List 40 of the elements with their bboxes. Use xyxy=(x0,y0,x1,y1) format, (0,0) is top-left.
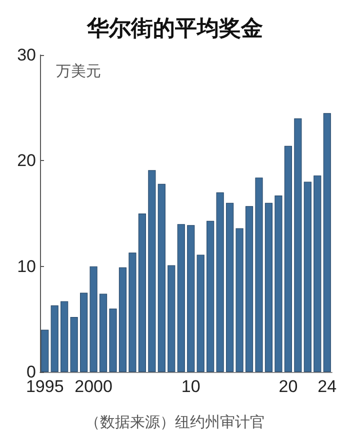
bar xyxy=(109,308,117,372)
bar xyxy=(294,118,302,372)
bar xyxy=(245,206,254,372)
bar xyxy=(60,301,68,372)
bar xyxy=(70,317,78,372)
x-tick-label: 2000 xyxy=(74,377,112,396)
bar xyxy=(177,224,185,372)
bar xyxy=(99,294,108,372)
bar xyxy=(90,266,98,372)
y-tick-label: 30 xyxy=(17,46,36,64)
bar xyxy=(128,252,136,372)
bar xyxy=(196,254,204,372)
x-tick-label: 24 xyxy=(318,377,337,396)
y-tick-label: 10 xyxy=(17,256,36,276)
bar xyxy=(148,170,156,372)
bar xyxy=(236,228,244,372)
bar xyxy=(50,305,58,372)
bar xyxy=(314,175,322,372)
bar xyxy=(216,192,224,372)
bar xyxy=(41,330,49,372)
text: （数据来源）纽约州审计官 xyxy=(85,414,265,431)
bar xyxy=(206,220,214,372)
y-tick-label: 20 xyxy=(17,151,36,170)
bar xyxy=(158,184,166,372)
bar xyxy=(80,292,88,372)
bar xyxy=(323,113,331,372)
bar xyxy=(255,178,263,372)
bar xyxy=(168,265,176,372)
x-tick-label: 10 xyxy=(181,377,200,396)
bar xyxy=(118,267,127,372)
bar xyxy=(138,214,146,372)
bar xyxy=(304,182,312,372)
x-tick-label: 20 xyxy=(278,377,298,396)
bar xyxy=(226,202,234,372)
bar xyxy=(187,225,195,372)
bar xyxy=(274,196,282,372)
bar xyxy=(264,202,273,372)
bar xyxy=(284,146,292,372)
y-axis-title: 万美元 xyxy=(56,63,101,80)
chart-title: 华尔街的平均奖金 xyxy=(86,16,263,40)
